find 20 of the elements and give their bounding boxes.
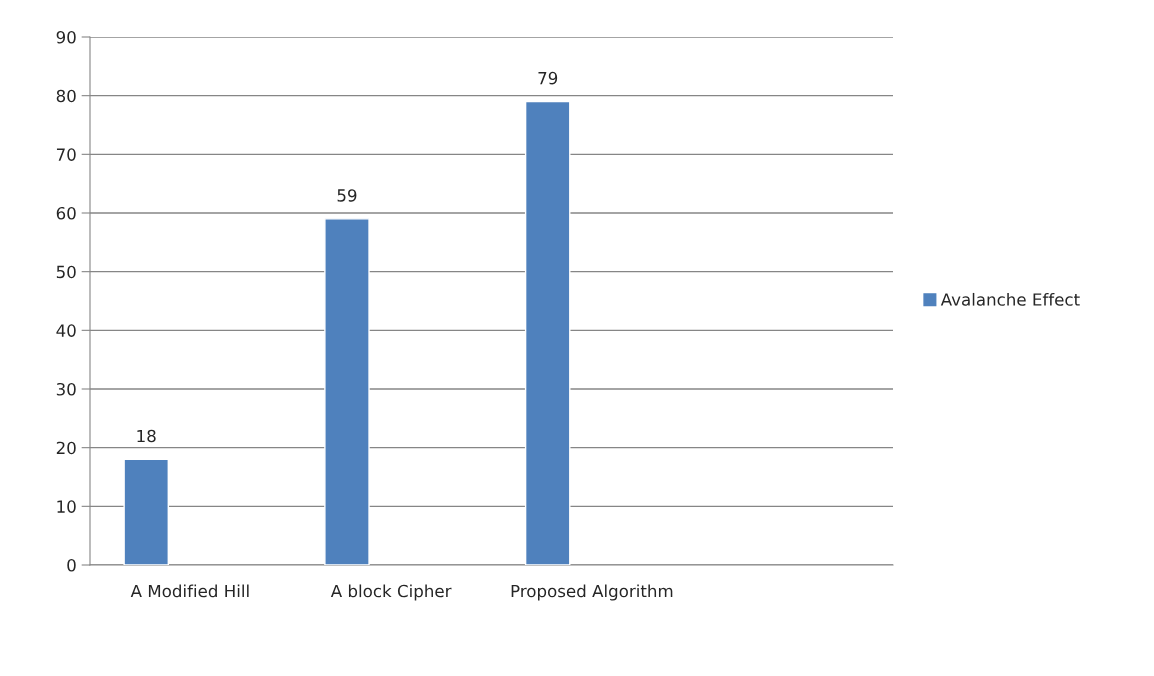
y-tick-label: 10 [57, 500, 76, 513]
y-tick-label: 0 [67, 558, 76, 572]
y-tick-label: 80 [56, 89, 76, 103]
x-tick-label: A block Cipher [330, 584, 452, 601]
bar [324, 218, 370, 565]
bar [123, 458, 169, 565]
legend-label: Avalanche Effect [940, 292, 1080, 306]
y-tick-label: 60 [56, 206, 76, 220]
y-tick-label: 40 [56, 324, 76, 337]
y-tick-label: 70 [56, 148, 76, 161]
x-tick-label: A Modified Hill [130, 584, 249, 598]
data-label: 18 [137, 429, 156, 443]
y-tick-label: 90 [56, 30, 76, 44]
x-tick-label: Proposed Algorithm [511, 584, 673, 601]
y-tick-label: 20 [56, 441, 76, 455]
data-label: 59 [337, 189, 357, 202]
y-tick-label: 30 [56, 382, 76, 396]
bar [524, 100, 571, 565]
y-tick-label: 50 [56, 265, 76, 279]
data-label: 79 [538, 71, 558, 85]
